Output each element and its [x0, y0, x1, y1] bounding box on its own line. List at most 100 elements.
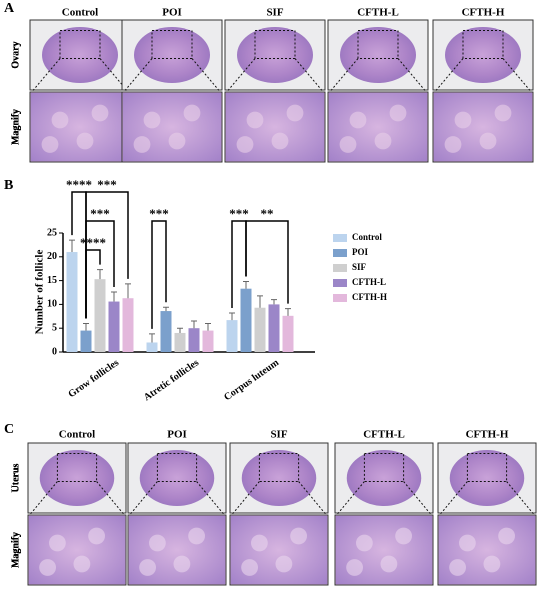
tissue-detail — [494, 104, 512, 122]
tissue-detail — [444, 136, 462, 153]
tissue-detail — [76, 132, 94, 150]
y-tick-label: 10 — [47, 299, 57, 310]
bar — [122, 298, 134, 352]
legend-label: Control — [352, 232, 382, 242]
tissue — [445, 27, 521, 83]
row-label: Magnify — [10, 532, 21, 568]
error-bar — [149, 333, 155, 343]
zoom-box — [59, 30, 101, 59]
zoom-box — [363, 453, 405, 482]
bar — [94, 279, 106, 352]
error-bar — [111, 291, 117, 302]
y-tick-label: 15 — [47, 275, 57, 286]
tissue-detail — [483, 555, 501, 573]
significance-bracket — [245, 220, 289, 304]
tissue-detail — [479, 132, 497, 150]
column-label: POI — [162, 7, 182, 19]
tissue-detail — [73, 555, 91, 573]
tissue-detail — [346, 559, 363, 576]
panel-label: C — [4, 422, 14, 437]
row-label: Magnify — [10, 109, 21, 145]
column-label: CFTH-H — [462, 7, 505, 19]
tissue-detail — [246, 111, 264, 129]
error-bar — [229, 312, 235, 321]
tissue — [340, 27, 416, 83]
bar — [202, 330, 214, 352]
error-bar — [243, 281, 249, 289]
error-bar — [271, 299, 277, 305]
tissue-detail — [349, 111, 367, 129]
tissue-detail — [286, 104, 304, 122]
error-bar — [97, 269, 103, 280]
tissue-detail — [91, 104, 109, 122]
tissue — [134, 27, 210, 83]
tissue-detail — [356, 534, 373, 552]
tissue-detail — [133, 136, 151, 153]
error-bar — [83, 322, 89, 331]
row-label: Uterus — [10, 463, 21, 492]
tissue-detail — [251, 534, 268, 552]
tissue-detail — [51, 111, 69, 129]
legend-label: SIF — [352, 262, 367, 272]
row-label: Ovary — [10, 41, 21, 68]
y-tick-label: 25 — [47, 227, 57, 238]
column-label: SIF — [270, 429, 287, 441]
bar — [80, 330, 92, 352]
y-tick-label: 20 — [47, 251, 57, 262]
zoom-box — [56, 453, 98, 482]
tissue — [39, 450, 115, 506]
legend-label: CFTH-L — [352, 277, 386, 287]
tissue-detail — [188, 527, 206, 545]
error-bar — [163, 306, 169, 312]
x-tick-label: Atretic follicles — [142, 357, 201, 403]
tissue-detail — [389, 104, 407, 122]
tissue-detail — [454, 111, 472, 129]
zoom-box — [357, 30, 399, 59]
tissue-detail — [395, 527, 412, 545]
error-bar — [125, 283, 131, 299]
zoom-box — [156, 453, 198, 482]
significance-label: *** — [149, 206, 169, 221]
tissue-detail — [139, 559, 157, 576]
significance-bracket — [85, 249, 101, 319]
legend-swatch — [333, 279, 347, 287]
tissue-detail — [241, 559, 258, 576]
error-bar — [205, 322, 211, 331]
tissue-detail — [275, 555, 293, 573]
legend-swatch — [333, 249, 347, 257]
significance-label: ** — [261, 206, 274, 221]
tissue — [237, 27, 313, 83]
x-tick-label: Grow follicles — [66, 357, 121, 400]
tissue-detail — [41, 136, 59, 153]
row-label: Ovary — [10, 41, 21, 68]
row-label: Ovary — [10, 41, 21, 68]
significance-label: **** — [66, 177, 92, 192]
row-label: Uterus — [10, 463, 21, 492]
row-label: Ovary — [10, 41, 21, 68]
row-label: Magnify — [10, 109, 21, 145]
bar — [146, 342, 158, 352]
column-label: Control — [62, 7, 98, 19]
bar — [240, 288, 252, 352]
tissue-detail — [236, 136, 254, 153]
panel-label: A — [4, 1, 15, 16]
legend-swatch — [333, 234, 347, 242]
row-label: Magnify — [10, 532, 21, 568]
column-label: CFTH-H — [466, 429, 509, 441]
bar — [174, 332, 186, 352]
tissue-detail — [290, 527, 307, 545]
bar — [188, 328, 200, 352]
tissue-detail — [183, 104, 201, 122]
row-label: Magnify — [10, 109, 21, 145]
column-label: POI — [167, 429, 187, 441]
tissue — [449, 450, 525, 506]
column-label: CFTH-L — [357, 7, 399, 19]
tissue-detail — [149, 534, 166, 552]
row-label: Magnify — [10, 532, 21, 568]
bar — [268, 304, 280, 352]
tissue-detail — [49, 534, 66, 552]
error-bar — [257, 295, 263, 308]
row-label: Magnify — [10, 109, 21, 145]
error-bar — [285, 308, 291, 316]
